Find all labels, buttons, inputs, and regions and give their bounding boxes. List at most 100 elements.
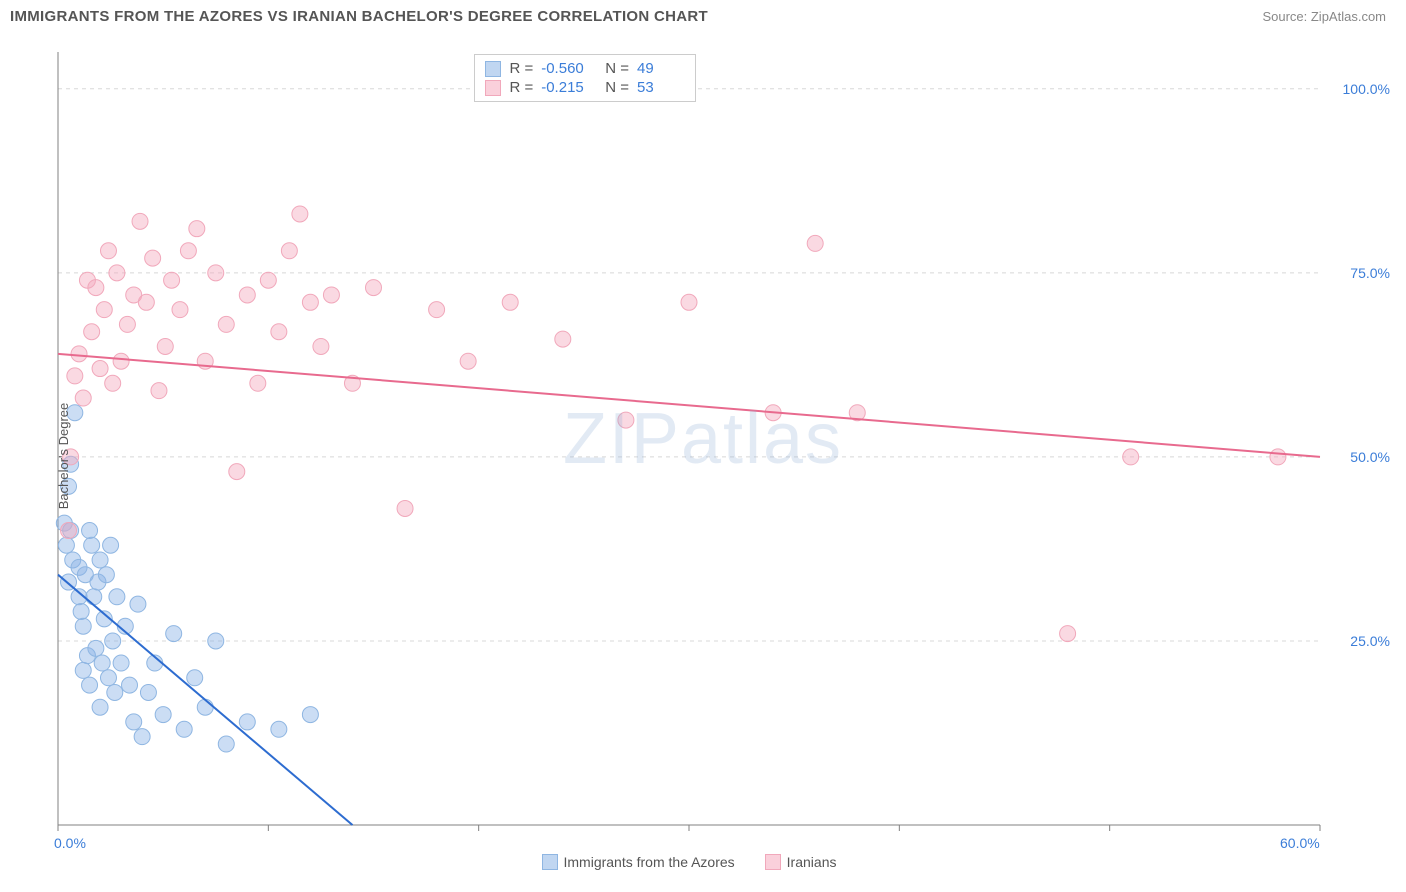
data-point xyxy=(239,287,255,303)
data-point xyxy=(323,287,339,303)
data-point xyxy=(1270,449,1286,465)
data-point xyxy=(176,721,192,737)
data-point xyxy=(107,684,123,700)
data-point xyxy=(281,243,297,259)
correlation-legend: R = -0.560 N = 49 R = -0.215 N = 53 xyxy=(474,54,696,102)
data-point xyxy=(98,567,114,583)
legend-label: Immigrants from the Azores xyxy=(564,854,735,870)
data-point xyxy=(429,302,445,318)
trend-line xyxy=(58,354,1320,457)
data-point xyxy=(218,736,234,752)
data-point xyxy=(126,714,142,730)
data-point xyxy=(122,677,138,693)
data-point xyxy=(100,670,116,686)
correlation-row: R = -0.560 N = 49 xyxy=(485,59,685,78)
data-point xyxy=(555,331,571,347)
data-point xyxy=(82,523,98,539)
data-point xyxy=(145,250,161,266)
data-point xyxy=(88,280,104,296)
data-point xyxy=(92,552,108,568)
data-point xyxy=(502,294,518,310)
data-point xyxy=(172,302,188,318)
data-point xyxy=(157,338,173,354)
data-point xyxy=(292,206,308,222)
data-point xyxy=(208,265,224,281)
y-tick-label: 75.0% xyxy=(1330,265,1390,281)
data-point xyxy=(58,537,74,553)
data-point xyxy=(618,412,634,428)
source-attribution: Source: ZipAtlas.com xyxy=(1262,9,1386,24)
legend-item: Immigrants from the Azores xyxy=(542,854,735,870)
data-point xyxy=(1123,449,1139,465)
data-point xyxy=(75,618,91,634)
y-axis-title: Bachelor's Degree xyxy=(56,403,71,510)
y-tick-label: 50.0% xyxy=(1330,449,1390,465)
data-point xyxy=(96,302,112,318)
chart-title: IMMIGRANTS FROM THE AZORES VS IRANIAN BA… xyxy=(10,8,708,25)
data-point xyxy=(84,324,100,340)
r-value: -0.215 xyxy=(541,79,589,96)
data-point xyxy=(138,294,154,310)
legend-swatch xyxy=(485,61,501,77)
data-point xyxy=(189,221,205,237)
legend-label: Iranians xyxy=(787,854,837,870)
data-point xyxy=(302,707,318,723)
data-point xyxy=(218,316,234,332)
data-point xyxy=(84,537,100,553)
scatter-plot xyxy=(10,40,1396,872)
data-point xyxy=(94,655,110,671)
data-point xyxy=(75,390,91,406)
n-value: 49 xyxy=(637,60,685,77)
data-point xyxy=(132,213,148,229)
data-point xyxy=(187,670,203,686)
legend-swatch xyxy=(485,80,501,96)
data-point xyxy=(92,699,108,715)
data-point xyxy=(460,353,476,369)
n-value: 53 xyxy=(637,79,685,96)
y-tick-label: 100.0% xyxy=(1330,81,1390,97)
data-point xyxy=(1060,626,1076,642)
data-point xyxy=(260,272,276,288)
data-point xyxy=(271,324,287,340)
r-value: -0.560 xyxy=(541,60,589,77)
data-point xyxy=(366,280,382,296)
data-point xyxy=(208,633,224,649)
data-point xyxy=(113,655,129,671)
data-point xyxy=(166,626,182,642)
correlation-row: R = -0.215 N = 53 xyxy=(485,78,685,97)
data-point xyxy=(397,500,413,516)
data-point xyxy=(67,368,83,384)
data-point xyxy=(105,375,121,391)
data-point xyxy=(155,707,171,723)
data-point xyxy=(681,294,697,310)
data-point xyxy=(105,633,121,649)
x-tick-label: 60.0% xyxy=(1280,835,1320,851)
data-point xyxy=(197,699,213,715)
data-point xyxy=(151,383,167,399)
data-point xyxy=(130,596,146,612)
data-point xyxy=(313,338,329,354)
data-point xyxy=(100,243,116,259)
series-legend: Immigrants from the Azores Iranians xyxy=(58,854,1320,870)
n-label: N = xyxy=(605,79,629,96)
chart-container: Bachelor's Degree ZIPatlas R =-0.560N =4… xyxy=(10,40,1396,872)
data-point xyxy=(86,589,102,605)
n-label: N = xyxy=(605,60,629,77)
r-label: R = xyxy=(509,60,533,77)
data-point xyxy=(75,662,91,678)
data-point xyxy=(113,353,129,369)
data-point xyxy=(250,375,266,391)
data-point xyxy=(140,684,156,700)
legend-swatch xyxy=(542,854,558,870)
r-label: R = xyxy=(509,79,533,96)
data-point xyxy=(109,265,125,281)
data-point xyxy=(807,235,823,251)
data-point xyxy=(229,464,245,480)
data-point xyxy=(134,729,150,745)
data-point xyxy=(73,604,89,620)
data-point xyxy=(180,243,196,259)
data-point xyxy=(302,294,318,310)
y-tick-label: 25.0% xyxy=(1330,633,1390,649)
x-tick-label: 0.0% xyxy=(54,835,86,851)
legend-item: Iranians xyxy=(765,854,837,870)
